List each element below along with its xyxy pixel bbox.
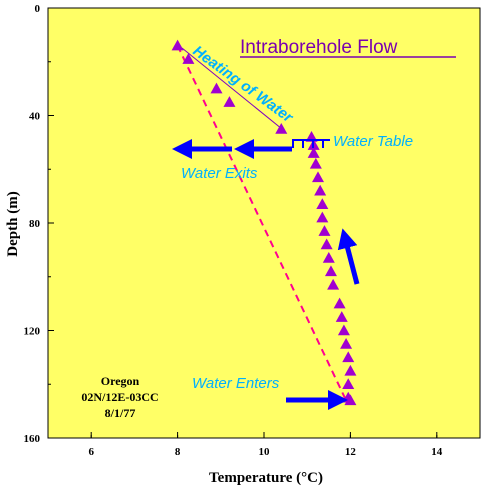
y-tick-label: 160: [24, 433, 41, 445]
x-tick-label: 14: [431, 446, 443, 458]
temperature-point: [320, 238, 333, 250]
temperature-point: [210, 82, 223, 94]
temperature-point: [316, 211, 329, 223]
water-enters-label: Water Enters: [192, 375, 280, 392]
temperature-point: [223, 96, 236, 107]
x-tick-label: 6: [88, 446, 94, 458]
y-axis: 0 40 80 120 160: [24, 3, 54, 445]
temperature-point: [324, 265, 337, 277]
y-tick-label: 0: [35, 3, 41, 15]
temperature-point: [318, 225, 331, 236]
temperature-point: [312, 171, 324, 183]
y-tick-label: 80: [29, 218, 41, 230]
upflow-arrow: [337, 228, 360, 285]
y-axis-title: Depth (m): [5, 191, 21, 256]
site-state: Oregon: [101, 374, 140, 388]
x-tick-label: 12: [345, 446, 357, 458]
temperature-point: [322, 251, 335, 263]
water-table-label: Water Table: [333, 133, 413, 150]
water-table-symbol: [292, 139, 330, 148]
temperature-point: [327, 278, 340, 290]
temperature-point: [333, 297, 346, 309]
x-axis-title: Temperature (°C): [209, 470, 323, 486]
temperature-point: [314, 184, 327, 196]
x-tick-label: 8: [175, 446, 181, 458]
plot-area: [47, 7, 481, 439]
temperature-point: [342, 351, 355, 363]
x-tick-label: 10: [259, 446, 271, 458]
y-tick-label: 120: [24, 326, 41, 338]
water-exits-label: Water Exits: [181, 165, 258, 182]
temperature-point: [337, 324, 350, 336]
temperature-point: [316, 198, 329, 209]
site-location: 02N/12E-03CC: [81, 390, 158, 404]
dashed-line-segment: [176, 45, 347, 401]
temperature-point: [335, 311, 348, 322]
temperature-point: [309, 157, 322, 169]
site-date: 8/1/77: [105, 406, 136, 420]
y-tick-label: 40: [29, 111, 41, 123]
chart-title: Intraborehole Flow: [240, 37, 398, 58]
temperature-point: [340, 337, 353, 349]
temperature-point: [307, 147, 320, 158]
temperature-point: [344, 364, 357, 376]
temperature-point: [171, 39, 184, 51]
heating-connector-line: [181, 47, 283, 130]
dashed-gradient-line: [176, 45, 347, 401]
x-axis: 6 8 10 12 14: [88, 432, 443, 458]
temperature-point: [182, 53, 195, 64]
temperature-point: [275, 122, 288, 134]
temperature-point: [342, 378, 355, 390]
